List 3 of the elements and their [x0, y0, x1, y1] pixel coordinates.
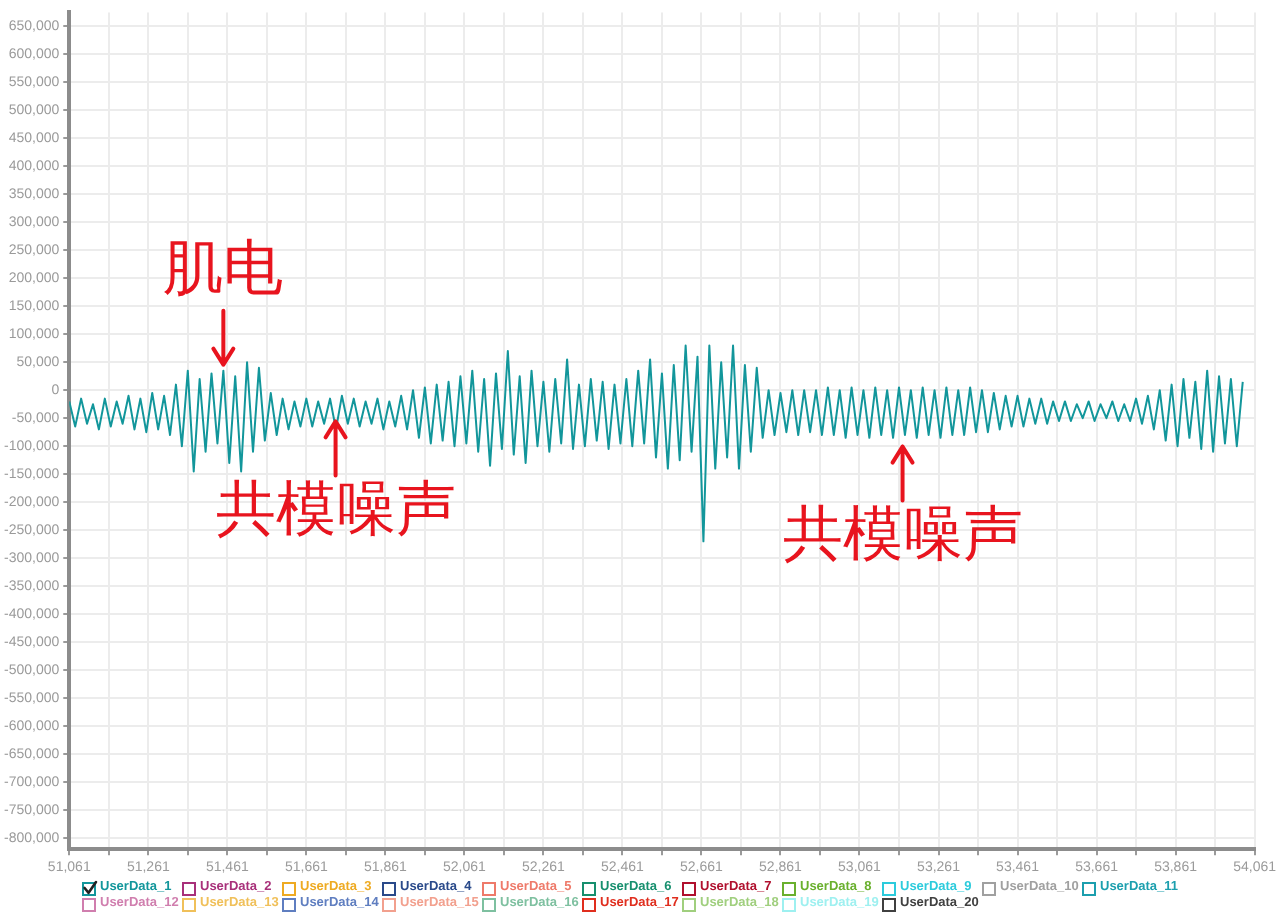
annotation: 肌电 [163, 234, 284, 305]
annotation: 共模噪声 [782, 500, 1023, 571]
annotation: 共模噪声 [215, 475, 456, 545]
